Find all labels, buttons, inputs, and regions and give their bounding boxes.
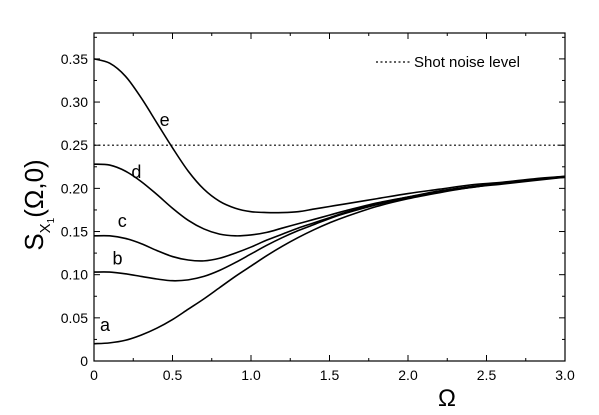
series-line-a: [93, 176, 566, 345]
y-tick-label: 0.05: [61, 310, 88, 326]
y-tick-label: 0: [80, 353, 88, 369]
plot-frame: [93, 32, 566, 362]
y-tick-label: 0.35: [61, 51, 88, 67]
series-label-e: e: [160, 110, 170, 130]
x-tick-label: 2.0: [398, 367, 418, 383]
y-axis-label-main: S: [19, 233, 49, 250]
series-line-b: [93, 176, 566, 282]
series-label-b: b: [113, 248, 123, 268]
y-tick-label: 0.15: [61, 224, 88, 240]
y-axis-label: SX1(Ω,0): [19, 159, 57, 250]
y-axis-label-sub: X: [37, 223, 54, 233]
y-tick-label: 0.25: [61, 137, 88, 153]
y-tick-label: 0.10: [61, 267, 88, 283]
axes: 0 0.5 1.0 1.5 2.0 2.5 3.0 0 0.05 0.10 0.15 0.20 0.25…: [61, 32, 575, 383]
x-tick-label: 3.0: [555, 367, 575, 383]
series-label-d: d: [131, 162, 141, 182]
legend-label-shot-noise: Shot noise level: [414, 54, 520, 71]
x-axis-label: Ω: [438, 385, 456, 412]
series-line-e: [93, 58, 566, 214]
x-tick-label: 1.0: [241, 367, 261, 383]
y-axis-label-text: SX1(Ω,0): [19, 159, 57, 250]
x-tick-label: 2.5: [477, 367, 497, 383]
series-line-c: [93, 176, 566, 262]
y-tick-label: 0.20: [61, 180, 88, 196]
series-label-c: c: [118, 211, 127, 231]
plot-area: a bc d e: [93, 58, 566, 345]
y-tick-label: 0.30: [61, 94, 88, 110]
series-line-d: [93, 163, 566, 237]
legend: Shot noise level: [376, 54, 520, 71]
series-label-a: a: [100, 315, 111, 335]
y-axis-label-args: (Ω,0): [19, 159, 49, 217]
x-tick-label: 0: [90, 367, 98, 383]
x-tick-label: 0.5: [163, 367, 183, 383]
y-axis-label-subsub: 1: [46, 217, 57, 223]
x-tick-label: 1.5: [320, 367, 340, 383]
